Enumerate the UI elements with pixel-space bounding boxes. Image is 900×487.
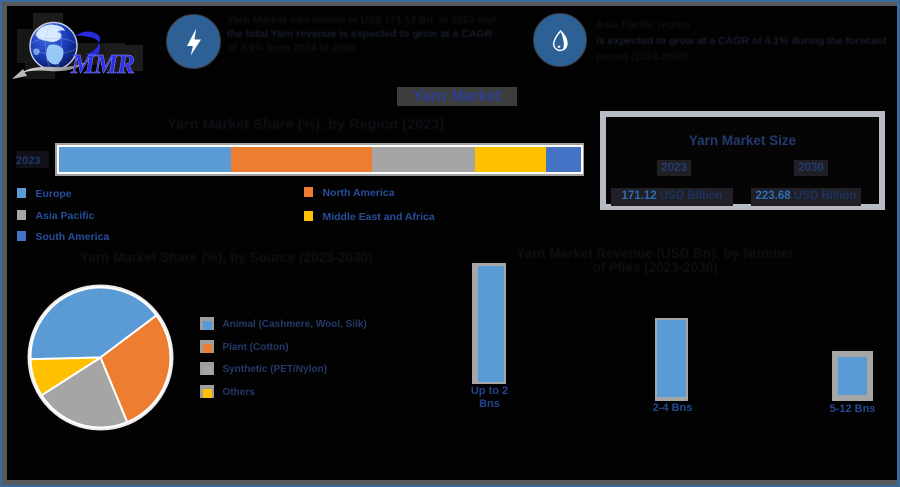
svg-text:MMR: MMR [70,49,134,79]
